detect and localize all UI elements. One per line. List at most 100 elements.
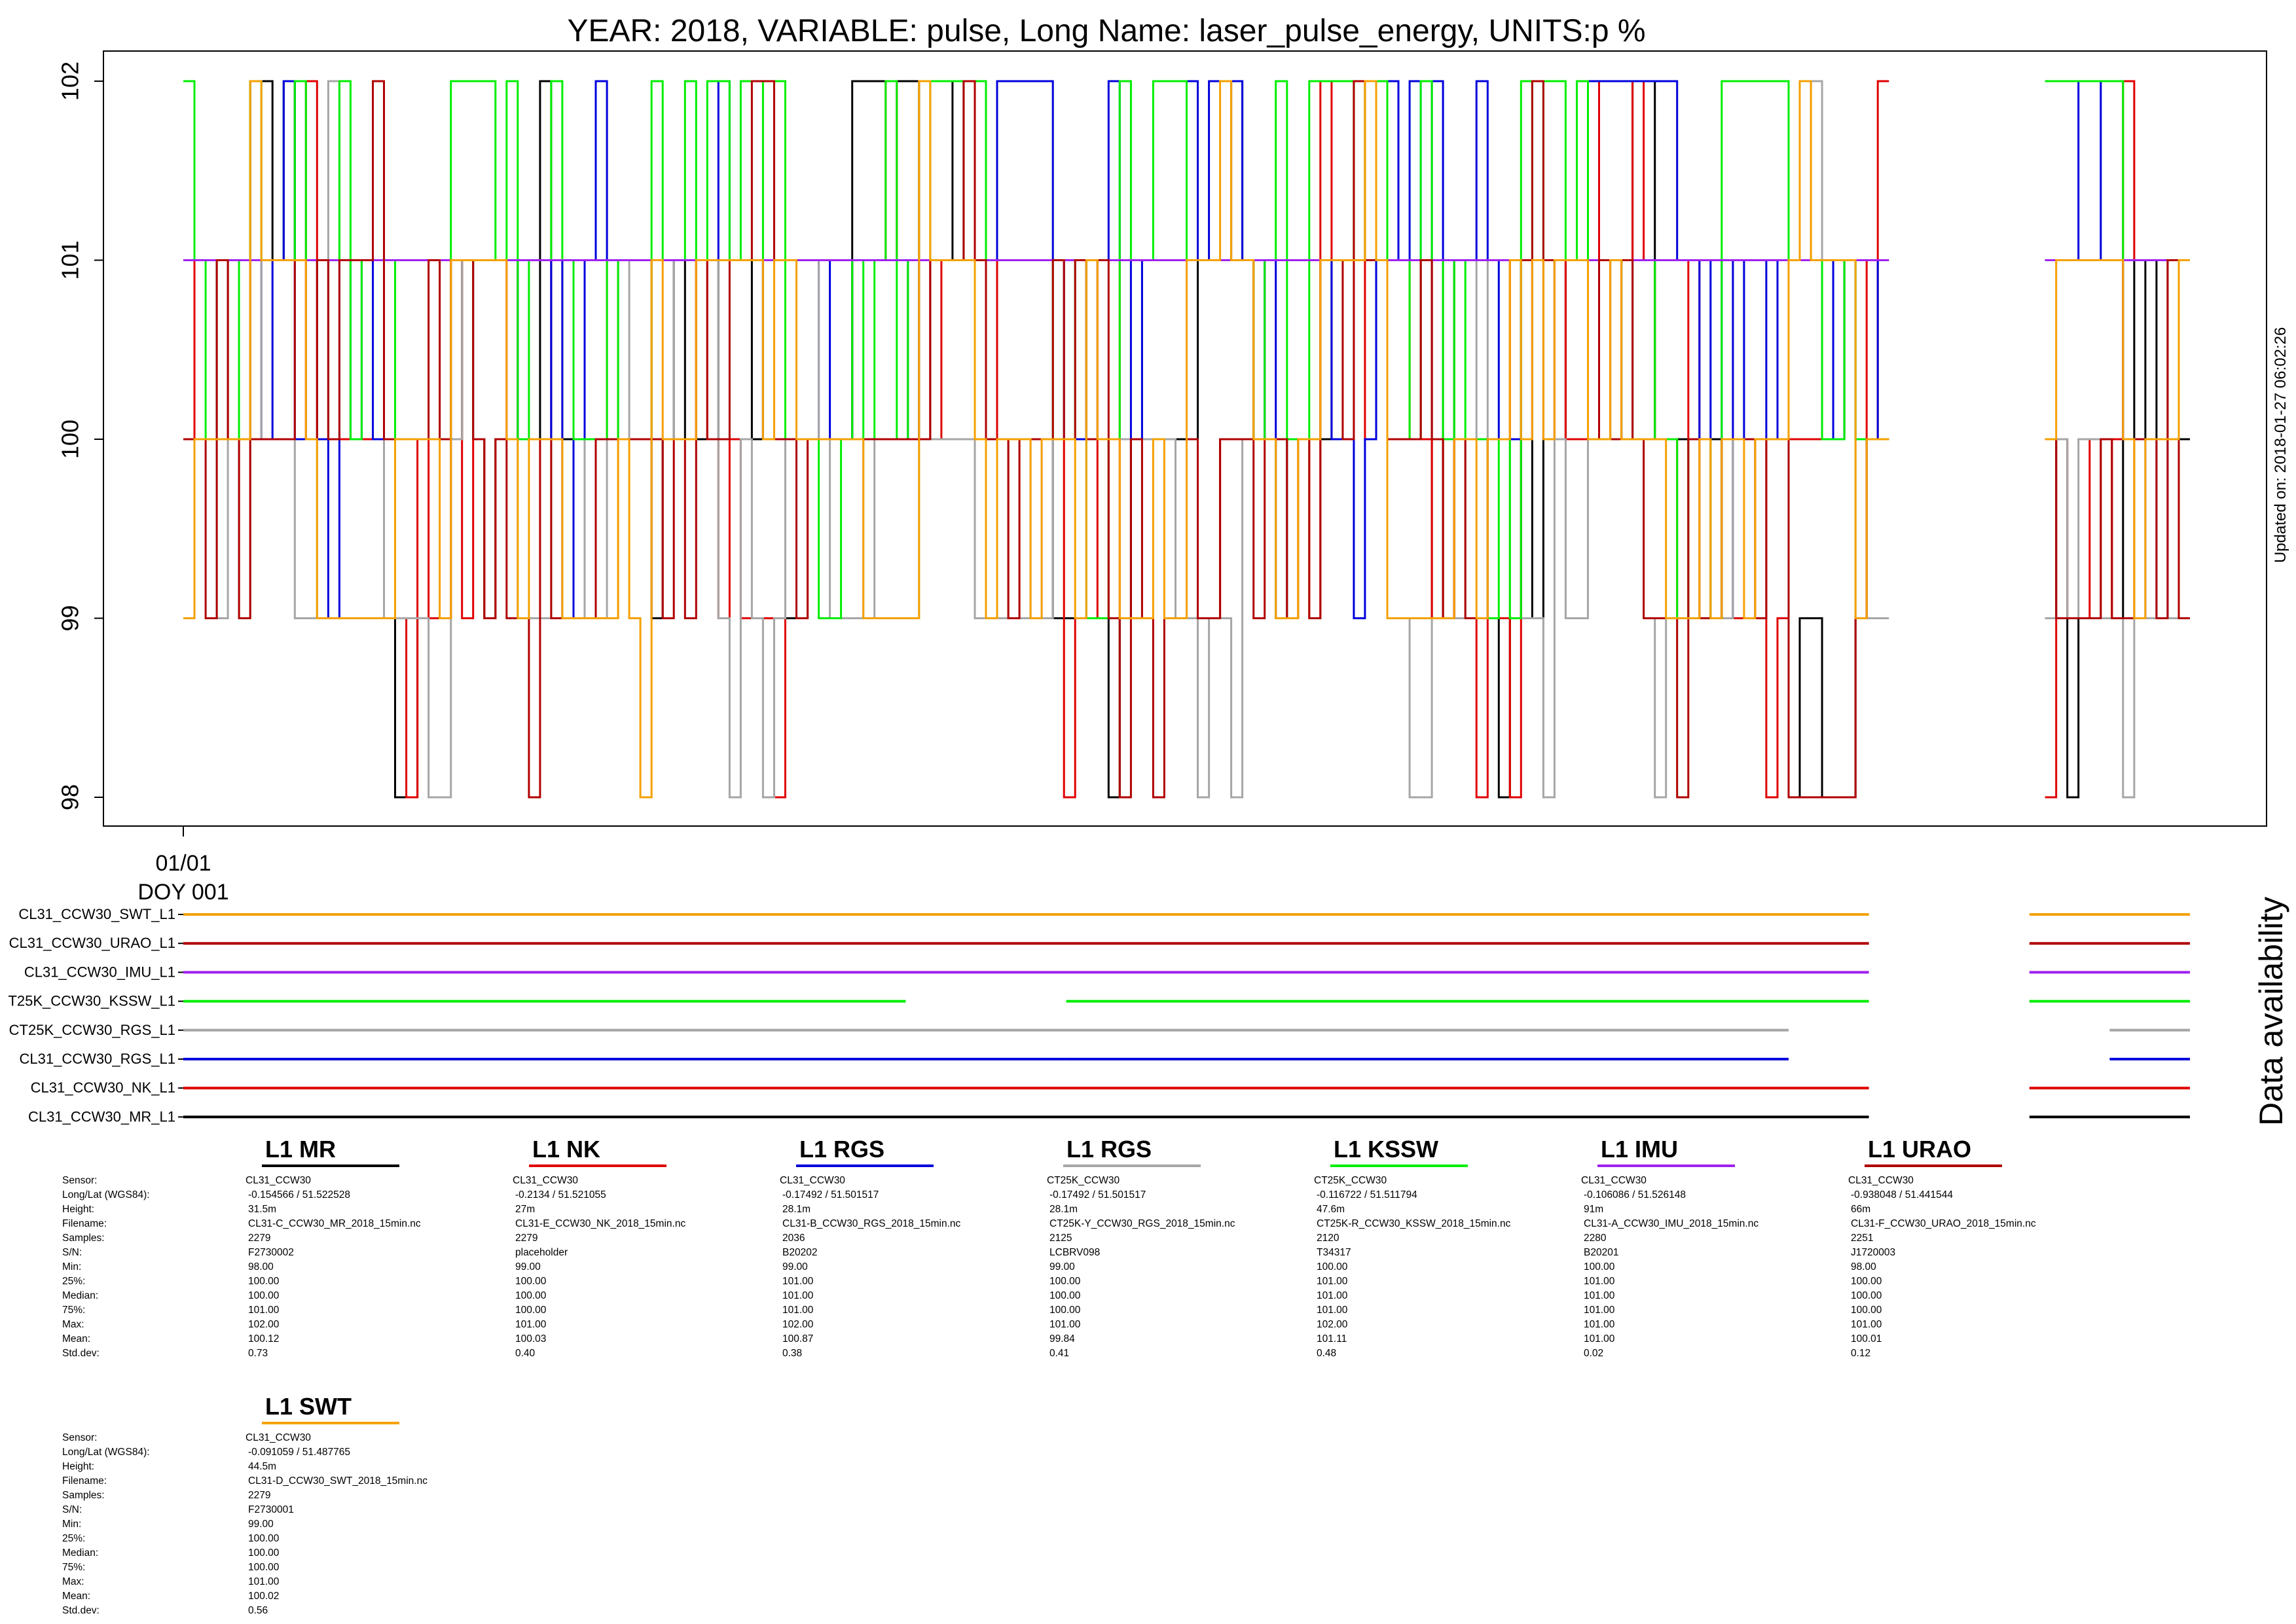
station-legend-line [1597,1164,1735,1167]
series-line [183,80,2190,799]
station-title: L1 RGS [1066,1136,1152,1163]
row-label: S/N: [62,1504,82,1515]
station-value: 2280 [1584,1233,1607,1244]
station-value: CT25K_CCW30 [1314,1175,1387,1186]
station-legend-line [529,1164,666,1167]
row-label: 75%: [62,1562,86,1573]
station-value: CL31_CCW30 [246,1432,311,1443]
station-legend-line [262,1164,399,1167]
availability-panel: CL31_CCW30_SWT_L1 CL31_CCW30_URAO_L1 CL31_… [8,906,2190,1125]
station-value: 100.00 [1851,1290,1882,1301]
x-tick-label: DOY 001 [137,880,228,905]
station-value: 101.00 [782,1305,814,1316]
station-value: 102.00 [1317,1319,1348,1330]
station-title: L1 RGS [799,1136,885,1163]
row-label: Sensor: [62,1175,98,1186]
station-title: L1 SWT [265,1393,352,1420]
station-values: CL31_CCW30 -0.154566 / 51.522528 31.5m CL31… [246,1174,421,1361]
station-value: 47.6m [1317,1204,1345,1215]
station-value: 44.5m [248,1461,277,1472]
station-value: CL31_CCW30 [513,1175,578,1186]
station-value: 66m [1851,1204,1871,1215]
availability-label: CT25K_CCW30_RGS_L1 [9,1022,175,1038]
station-value: 101.00 [1584,1290,1615,1301]
station-values: CL31_CCW30 -0.091059 / 51.487765 44.5m CL31… [246,1431,428,1618]
station-value: 2251 [1851,1233,1874,1244]
station-value: -0.2134 / 51.521055 [515,1189,606,1200]
station-value: 100.00 [515,1290,547,1301]
station-value: CL31_CCW30 [246,1175,311,1186]
availability-label: T25K_CCW30_KSSW_L1 [8,993,175,1009]
station-value: 100.00 [248,1547,280,1559]
y-tick-label: 101 [57,240,84,280]
row-label: Filename: [62,1475,107,1487]
station-value: 0.40 [515,1348,536,1359]
row-labels: Sensor: Long/Lat (WGS84): Height: Filename:… [62,1174,150,1361]
chart-title: YEAR: 2018, VARIABLE: pulse, Long Name: … [567,14,1646,48]
station-value: 100.03 [515,1333,547,1344]
station-value: 101.11 [1317,1333,1347,1344]
station-value: 31.5m [248,1204,277,1215]
row-label: 25%: [62,1533,86,1544]
station-value: B20201 [1584,1247,1619,1258]
station-value: -0.091059 / 51.487765 [248,1447,350,1458]
station-value: 100.00 [1851,1305,1882,1316]
station-value: 2125 [1049,1233,1072,1244]
station-legend-line [262,1422,399,1424]
station-value: 2036 [782,1233,805,1244]
station-title: L1 KSSW [1334,1136,1439,1163]
availability-title: Data availability [2253,896,2289,1126]
availability-label: CL31_CCW30_SWT_L1 [18,906,175,922]
station-value: 2279 [515,1233,538,1244]
station-value: -0.17492 / 51.501517 [782,1189,879,1200]
station-value: 101.00 [1317,1290,1348,1301]
y-tick-label: 98 [57,784,84,810]
station-value: CL31_CCW30 [1581,1175,1647,1186]
station-value: CL31-B_CCW30_RGS_2018_15min.nc [782,1218,961,1229]
station-values: CT25K_CCW30 -0.116722 / 51.511794 47.6m CT2… [1314,1174,1510,1361]
station-value: 0.41 [1049,1348,1070,1359]
station-value: 101.00 [515,1319,547,1330]
station-value: -0.116722 / 51.511794 [1317,1189,1417,1200]
station-value: LCBRV098 [1049,1247,1101,1258]
station-value: 101.00 [782,1276,814,1287]
station-value: 101.00 [1049,1319,1081,1330]
station-value: 101.00 [1317,1305,1348,1316]
station-values: CL31_CCW30 -0.106086 / 51.526148 91m CL31-A… [1581,1174,1758,1361]
station-value: 99.00 [248,1519,274,1530]
row-label: Long/Lat (WGS84): [62,1189,150,1200]
availability-label: CL31_CCW30_NK_L1 [31,1079,175,1096]
station-value: 100.12 [248,1333,280,1344]
row-label: Filename: [62,1218,107,1229]
station-value: 99.00 [782,1261,808,1272]
station-value: 101.00 [1317,1276,1348,1287]
station-value: CL31_CCW30 [1848,1175,1914,1186]
y-tick-label: 100 [57,420,84,459]
station-value: T34317 [1317,1247,1351,1258]
station-value: 2279 [248,1233,271,1244]
station-value: 2279 [248,1490,271,1501]
station-value: 100.00 [1317,1261,1348,1272]
station-value: CL31_CCW30 [780,1175,845,1186]
station-value: 101.00 [1584,1305,1615,1316]
station-value: 0.48 [1317,1348,1337,1359]
station-value: 100.00 [1049,1290,1081,1301]
station-values: CL31_CCW30 -0.17492 / 51.501517 28.1m CL31-… [780,1174,960,1361]
station-value: 99.00 [1049,1261,1075,1272]
station-value: 98.00 [248,1261,274,1272]
station-value: CT25K-R_CCW30_KSSW_2018_15min.nc [1317,1218,1511,1229]
station-value: F2730002 [248,1247,294,1258]
station-legend-line [796,1164,934,1167]
station-value: 102.00 [782,1319,814,1330]
station-values: CL31_CCW30 -0.2134 / 51.521055 27m CL31-E_C… [513,1174,685,1361]
station-value: 28.1m [782,1204,811,1215]
y-tick-label: 102 [57,62,84,101]
station-value: 100.00 [248,1290,280,1301]
station-value: 100.00 [515,1276,547,1287]
row-label: Mean: [62,1333,91,1344]
row-label: Long/Lat (WGS84): [62,1447,150,1458]
station-value: 100.01 [1851,1333,1882,1344]
axes: 98 99 100 101 102 01/01 DOY 001 [57,50,2267,905]
row-label: Samples: [62,1490,105,1501]
